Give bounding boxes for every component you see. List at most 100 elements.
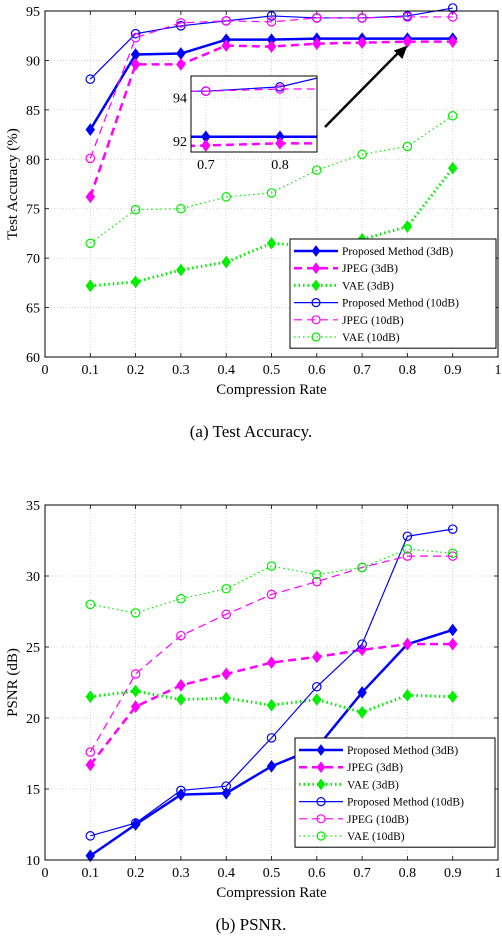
inset-series-1-point-4 <box>53 149 61 160</box>
zoom-arrow-head <box>393 45 408 60</box>
chart1-xtick-label-4: 0.4 <box>217 866 235 881</box>
chart0-xtick-label-0: 0 <box>42 363 49 378</box>
chart0-ytick-label-2: 70 <box>26 252 40 267</box>
chart1-series-3-point-4 <box>266 733 277 743</box>
chart0-series-5-point-0 <box>85 238 96 249</box>
chart1-series-3-point-2 <box>176 785 186 796</box>
chart1-series-5-point-6 <box>357 562 367 573</box>
chart0-series-4-point-7 <box>402 12 413 22</box>
chart0-series-2-point-3 <box>221 255 231 269</box>
chart1-series-1 <box>85 637 458 772</box>
chart1-xtick-label-6: 0.6 <box>308 866 326 881</box>
chart1-series-1-point-7 <box>402 637 413 651</box>
chart0-series-0-point-2 <box>176 47 186 60</box>
chart1-legend-label-1: JPEG (3dB) <box>347 762 403 774</box>
inset-series-3-point-7 <box>275 84 285 94</box>
inset-xtick-label-1: 0.8 <box>271 158 289 173</box>
chart1-series-1-point-6 <box>357 643 367 657</box>
chart0-xtick-label-7: 0.7 <box>353 363 371 378</box>
chart0-series-4-point-4 <box>266 17 277 27</box>
inset-series-2-point-4 <box>53 83 61 91</box>
chart0-series-4-point-1 <box>130 32 141 43</box>
chart1-series-5-point-3 <box>221 583 231 594</box>
chart0-ytick-label-4: 80 <box>26 153 40 168</box>
chart1-xtick-label-10: 1 <box>495 866 502 881</box>
chart0-series-2-point-2 <box>176 263 186 277</box>
chart0-series-4-point-6 <box>357 13 367 23</box>
chart0-xtick-label-10: 1 <box>495 363 502 378</box>
inset-series-3-point-4 <box>53 96 61 104</box>
chart1-series-0-point-3 <box>221 786 231 800</box>
chart0-series-5-point-3 <box>221 192 231 202</box>
chart1-series-5 <box>85 544 458 618</box>
chart1-series-5-point-7 <box>402 544 413 554</box>
inset-series-1-point-8 <box>350 138 358 149</box>
chart0-series-4-point-8 <box>447 12 458 22</box>
chart0-legend: Proposed Method (3dB) JPEG (3dB) VAE (3dB)… <box>289 238 497 349</box>
chart0-series-5-point-8 <box>447 110 458 121</box>
inset-series-1-point-7 <box>275 136 285 150</box>
chart1-series-2 <box>85 684 458 719</box>
chart1-series-5-line <box>90 548 453 614</box>
chart0-series-4-point-3 <box>221 16 231 26</box>
chart1-ytick-label-1: 15 <box>26 783 40 798</box>
chart-1: 0 0.1 0.2 0.3 0.4 0.5 0.6 0.7 0.8 0.9 1 10 15 20 25 30 3… <box>5 499 502 901</box>
chart1-series-4-point-5 <box>311 576 322 587</box>
chart1-series-5-point-2 <box>176 593 186 604</box>
inset-series-0-point-5 <box>128 131 136 142</box>
inset-series-0-line <box>191 135 317 139</box>
chart0-xtick-label-9: 0.9 <box>444 363 462 378</box>
chart0-legend-marker-1 <box>311 262 321 275</box>
inset-ytick-label-0: 92 <box>173 135 187 150</box>
chart0-series-1-point-1 <box>130 58 141 71</box>
chart0-ytick-label-7: 95 <box>26 5 40 20</box>
chart1-series-5-point-5 <box>311 569 322 580</box>
chart1-series-4 <box>85 551 458 757</box>
chart1-series-4-point-4 <box>266 589 277 600</box>
chart1-legend-label-3: Proposed Method (10dB) <box>347 797 464 809</box>
chart0-legend-label-0: Proposed Method (3dB) <box>342 246 453 258</box>
chart1-series-2-point-6 <box>357 705 367 719</box>
chart1-legend-marker-1 <box>316 761 326 774</box>
chart1-series-1-point-3 <box>221 667 231 681</box>
chart0-xtick-label-2: 0.2 <box>127 363 145 378</box>
chart1-series-2-point-2 <box>176 693 186 706</box>
chart1-series-3-point-3 <box>221 781 231 791</box>
chart1-series-2-point-0 <box>85 690 96 704</box>
chart1-legend-label-2: VAE (3dB) <box>347 779 399 791</box>
chart1-xtick-label-8: 0.8 <box>399 866 417 881</box>
chart1-series-5-point-0 <box>85 599 96 610</box>
chart0-legend-label-2: VAE (3dB) <box>342 280 394 292</box>
chart1-series-0-point-0 <box>85 849 96 863</box>
chart1-series-1-point-4 <box>266 656 277 669</box>
chart1-series-3-point-1 <box>130 818 141 828</box>
inset-series-0-point-4 <box>53 133 61 144</box>
chart0-xtick-label-3: 0.3 <box>172 363 190 378</box>
chart0-legend-marker-5 <box>311 332 321 342</box>
chart1-ytick-label-4: 30 <box>26 570 40 585</box>
inset-series-0-point-8 <box>350 131 358 142</box>
chart1-series-4-point-2 <box>176 630 186 641</box>
chart0-series-4-point-2 <box>176 18 186 28</box>
chart1-series-3 <box>85 524 458 841</box>
chart0-ytick-label-6: 90 <box>26 54 40 69</box>
chart0-series-4 <box>85 12 458 164</box>
chart0-series-5-point-5 <box>311 165 322 175</box>
chart0-legend-marker-3 <box>311 298 321 308</box>
chart0-xtick-label-4: 0.4 <box>217 363 235 378</box>
chart1-xtick-label-3: 0.3 <box>172 866 190 881</box>
chart0-series-1-point-6 <box>357 36 367 49</box>
chart1-series-3-line <box>90 528 453 837</box>
zoom-arrow-shaft <box>324 48 403 128</box>
chart0-ytick-label-0: 60 <box>26 351 40 366</box>
chart1-xtick-label-2: 0.2 <box>127 866 145 881</box>
chart1-series-2-point-8 <box>447 690 458 704</box>
chart0-ytick-label-3: 75 <box>26 203 40 218</box>
chart0-series-5-point-6 <box>357 149 367 160</box>
chart1-legend: Proposed Method (3dB) JPEG (3dB) VAE (3dB)… <box>294 737 496 848</box>
inset-ytick-label-1: 94 <box>173 92 187 107</box>
chart1-series-4-point-8 <box>447 551 458 561</box>
chart0-legend-label-5: VAE (10dB) <box>342 332 400 344</box>
chart1-series-2-point-3 <box>221 691 231 705</box>
